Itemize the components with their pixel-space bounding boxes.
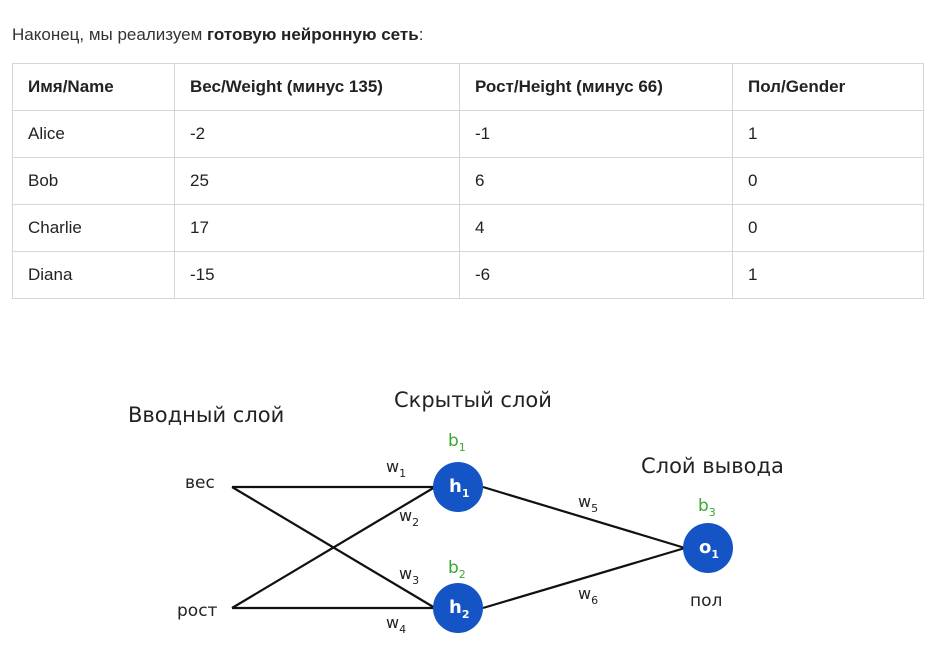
node-letter: h [449,597,462,618]
weight-letter: w [399,564,412,583]
intro-bold: готовую нейронную сеть [207,25,419,44]
bias-index: 2 [459,568,466,581]
table-row: Charlie 17 4 0 [12,204,924,252]
cell-height: 6 [459,157,733,205]
node-h2: h2 [433,583,483,633]
edge-w2 [231,486,436,609]
bias-label-b1: b1 [448,431,466,454]
weight-index: 1 [399,467,406,480]
node-index: 1 [462,487,470,500]
cell-weight: 17 [174,204,460,252]
neural-network-diagram: Вводный слой Скрытый слой Слой вывода ве… [128,388,784,636]
cell-height: -6 [459,251,733,299]
data-table: Имя/Name Вес/Weight (минус 135) Рост/Hei… [12,63,924,299]
weight-label-w1: w1 [386,457,406,480]
cell-gender: 1 [732,110,924,158]
header-name: Имя/Name [12,63,175,111]
node-h1-label: h1 [449,476,469,500]
network-edges [231,485,686,610]
cell-height: 4 [459,204,733,252]
node-letter: o [699,537,711,558]
table-row: Diana -15 -6 1 [12,251,924,299]
weight-letter: w [578,492,591,511]
bias-index: 1 [459,441,466,454]
weight-label-w5: w5 [578,492,598,515]
cell-name: Charlie [12,204,175,252]
bias-letter: b [448,558,459,578]
weight-letter: w [399,506,412,525]
intro-paragraph: Наконец, мы реализуем готовую нейронную … [12,25,423,45]
weight-letter: w [386,613,399,632]
weight-index: 3 [412,574,419,587]
node-o1-circle [683,523,733,573]
weight-letter: w [578,584,591,603]
cell-weight: -2 [174,110,460,158]
node-o1-label: o1 [699,537,719,561]
header-height: Рост/Height (минус 66) [459,63,733,111]
cell-name: Diana [12,251,175,299]
cell-gender: 0 [732,204,924,252]
hidden-layer-title: Скрытый слой [394,388,552,412]
cell-gender: 1 [732,251,924,299]
bias-label-b3: b3 [698,496,716,519]
node-h1: h1 [433,462,483,512]
weight-index: 4 [399,623,406,636]
weight-index: 5 [591,502,598,515]
cell-weight: 25 [174,157,460,205]
bias-letter: b [698,496,709,516]
table-header-row: Имя/Name Вес/Weight (минус 135) Рост/Hei… [12,63,924,111]
weight-index: 6 [591,594,598,607]
output-label: пол [690,591,722,611]
node-index: 1 [711,548,719,561]
bias-letter: b [448,431,459,451]
input-label-weight: вес [185,473,215,493]
intro-prefix: Наконец, мы реализуем [12,25,208,44]
node-h1-circle [433,462,483,512]
weight-label-w2: w2 [399,506,419,529]
input-label-height: рост [177,601,218,621]
table-row: Bob 25 6 0 [12,157,924,205]
edge-w5 [482,485,686,550]
header-gender: Пол/Gender [732,63,924,111]
input-layer-title: Вводный слой [128,403,284,427]
weight-letter: w [386,457,399,476]
bias-label-b2: b2 [448,558,466,581]
weight-label-w4: w4 [386,613,406,636]
cell-weight: -15 [174,251,460,299]
cell-name: Alice [12,110,175,158]
table-row: Alice -2 -1 1 [12,110,924,158]
edge-w6 [482,546,686,610]
bias-index: 3 [709,506,716,519]
node-index: 2 [462,608,470,621]
node-h2-circle [433,583,483,633]
cell-name: Bob [12,157,175,205]
weight-label-w3: w3 [399,564,419,587]
node-letter: h [449,476,462,497]
node-o1: o1 [683,523,733,573]
cell-height: -1 [459,110,733,158]
output-layer-title: Слой вывода [641,454,784,478]
weight-label-w6: w6 [578,584,598,607]
intro-suffix: : [418,25,424,44]
cell-gender: 0 [732,157,924,205]
weight-index: 2 [412,516,419,529]
node-h2-label: h2 [449,597,469,621]
header-weight: Вес/Weight (минус 135) [174,63,460,111]
